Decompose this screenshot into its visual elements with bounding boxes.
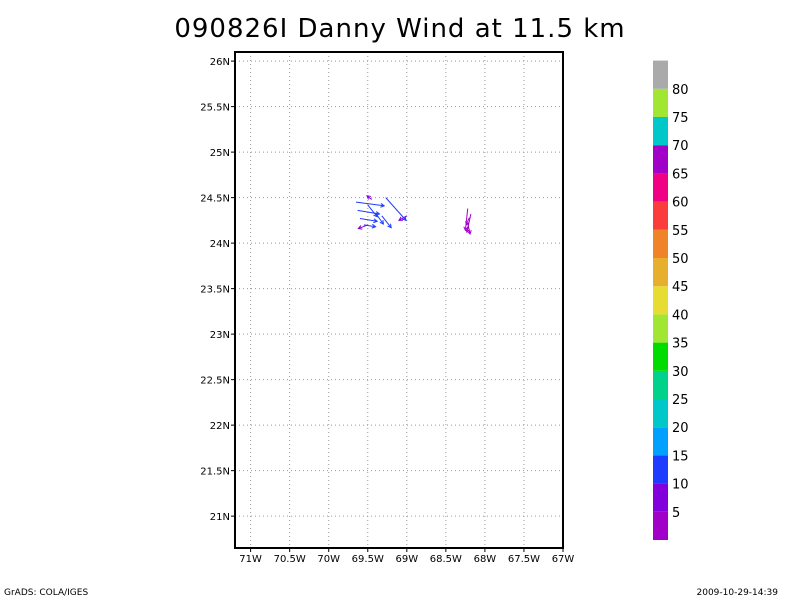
x-tick-label: 67W bbox=[552, 554, 575, 565]
y-tick-label: 23N bbox=[210, 330, 230, 341]
wind-vector-head bbox=[357, 225, 363, 230]
colorbar-label: 60 bbox=[672, 196, 689, 211]
x-tick-label: 68.5W bbox=[430, 554, 462, 565]
colorbar-segment bbox=[653, 258, 668, 287]
colorbar-segment bbox=[653, 117, 668, 146]
colorbar-label: 20 bbox=[672, 421, 689, 436]
colorbar-label: 55 bbox=[672, 224, 689, 239]
wind-vector bbox=[465, 217, 470, 226]
colorbar-segment bbox=[653, 286, 668, 315]
colorbar-label: 65 bbox=[672, 167, 689, 182]
colorbar-segment bbox=[653, 60, 668, 89]
plot-area: 71W 70.5W 70W 69.5W 69W 68.5W 68W 67.5W 67W 21N 21… bbox=[200, 51, 575, 565]
colorbar-segment bbox=[653, 399, 668, 428]
wind-vector-head bbox=[366, 195, 372, 200]
y-tick-label: 25.5N bbox=[200, 103, 230, 114]
wind-vector bbox=[357, 224, 368, 230]
x-tick-label: 69.5W bbox=[352, 554, 384, 565]
wind-vector-head bbox=[465, 228, 470, 234]
colorbar-label: 40 bbox=[672, 308, 689, 323]
y-tick-label: 22N bbox=[210, 421, 230, 432]
colorbar-label: 25 bbox=[672, 393, 689, 408]
wind-vector-head bbox=[387, 223, 392, 229]
colorbar-segment bbox=[653, 483, 668, 512]
wind-vector bbox=[467, 222, 472, 236]
colorbar-segment bbox=[653, 88, 668, 117]
wind-vector-head bbox=[402, 216, 407, 222]
colorbar-segment bbox=[653, 201, 668, 230]
x-tick-label: 69W bbox=[395, 554, 418, 565]
wind-vector-head bbox=[373, 218, 379, 224]
colorbar: 5 10 15 20 25 30 35 40 45 50 55 60 65 70 75 80 bbox=[653, 60, 689, 540]
colorbar-label: 15 bbox=[672, 449, 689, 464]
colorbar-segment bbox=[653, 455, 668, 484]
wind-vector bbox=[385, 197, 407, 222]
x-tick-label: 70.5W bbox=[274, 554, 306, 565]
wind-vector-head bbox=[379, 219, 384, 225]
wind-vector-head bbox=[463, 226, 469, 232]
colorbar-segment bbox=[653, 342, 668, 371]
colorbar-label: 5 bbox=[672, 506, 680, 521]
colorbar-segment bbox=[653, 370, 668, 399]
colorbar-segment bbox=[653, 314, 668, 343]
colorbar-segment bbox=[653, 427, 668, 456]
footer-timestamp: 2009-10-29-14:39 bbox=[696, 588, 779, 598]
map-title: 090826I Danny Wind at 11.5 km bbox=[174, 14, 626, 44]
y-tick-label: 22.5N bbox=[200, 376, 230, 387]
y-tick-label: 24N bbox=[210, 239, 230, 250]
colorbar-label: 30 bbox=[672, 365, 689, 380]
wind-vector-shaft bbox=[465, 217, 470, 226]
wind-vector bbox=[381, 215, 392, 229]
wind-vector bbox=[398, 215, 408, 221]
x-tick-label: 71W bbox=[239, 554, 262, 565]
wind-vector-head bbox=[467, 230, 472, 236]
wind-vector bbox=[367, 204, 378, 218]
colorbar-segment bbox=[653, 145, 668, 174]
y-tick-label: 26N bbox=[210, 57, 230, 68]
wind-vector-head bbox=[380, 203, 386, 208]
y-tick-label: 25N bbox=[210, 148, 230, 159]
y-tick-label: 21.5N bbox=[200, 467, 230, 478]
y-tick-label: 23.5N bbox=[200, 285, 230, 296]
colorbar-label: 80 bbox=[672, 83, 689, 98]
colorbar-label: 35 bbox=[672, 337, 689, 352]
colorbar-label: 75 bbox=[672, 111, 689, 126]
wind-vector-shaft bbox=[355, 201, 385, 207]
colorbar-label: 45 bbox=[672, 280, 689, 295]
wind-vector-shaft bbox=[367, 204, 378, 218]
y-tick-label: 21N bbox=[210, 512, 230, 523]
wind-vector-shaft bbox=[385, 197, 407, 221]
wind-vector-shaft bbox=[381, 215, 392, 228]
x-tick-label: 67.5W bbox=[508, 554, 540, 565]
wind-vector-shaft bbox=[359, 218, 378, 222]
wind-vector-shaft bbox=[375, 212, 384, 225]
colorbar-label: 50 bbox=[672, 252, 689, 267]
wind-vector-head bbox=[465, 220, 470, 226]
wind-vector-head bbox=[398, 216, 404, 221]
x-tick-label: 68W bbox=[474, 554, 497, 565]
wind-vector-shaft bbox=[467, 222, 471, 235]
wind-vector-shaft bbox=[358, 224, 368, 230]
wind-vector bbox=[375, 212, 384, 225]
colorbar-segment bbox=[653, 229, 668, 258]
colorbar-label: 10 bbox=[672, 478, 689, 493]
wind-vector bbox=[463, 208, 469, 232]
wind-vector-shaft bbox=[398, 215, 408, 221]
colorbar-label: 70 bbox=[672, 139, 689, 154]
map-frame bbox=[234, 51, 564, 549]
colorbar-segment bbox=[653, 173, 668, 202]
y-tick-label: 24.5N bbox=[200, 194, 230, 205]
wind-vector-head bbox=[371, 223, 377, 229]
colorbar-segment bbox=[653, 511, 668, 540]
x-tick-label: 70W bbox=[317, 554, 340, 565]
footer-credit: GrADS: COLA/IGES bbox=[4, 588, 89, 598]
wind-vector bbox=[359, 218, 379, 224]
wind-vector-shaft bbox=[464, 208, 469, 231]
wind-vector bbox=[366, 195, 372, 200]
wind-vector bbox=[355, 201, 386, 208]
